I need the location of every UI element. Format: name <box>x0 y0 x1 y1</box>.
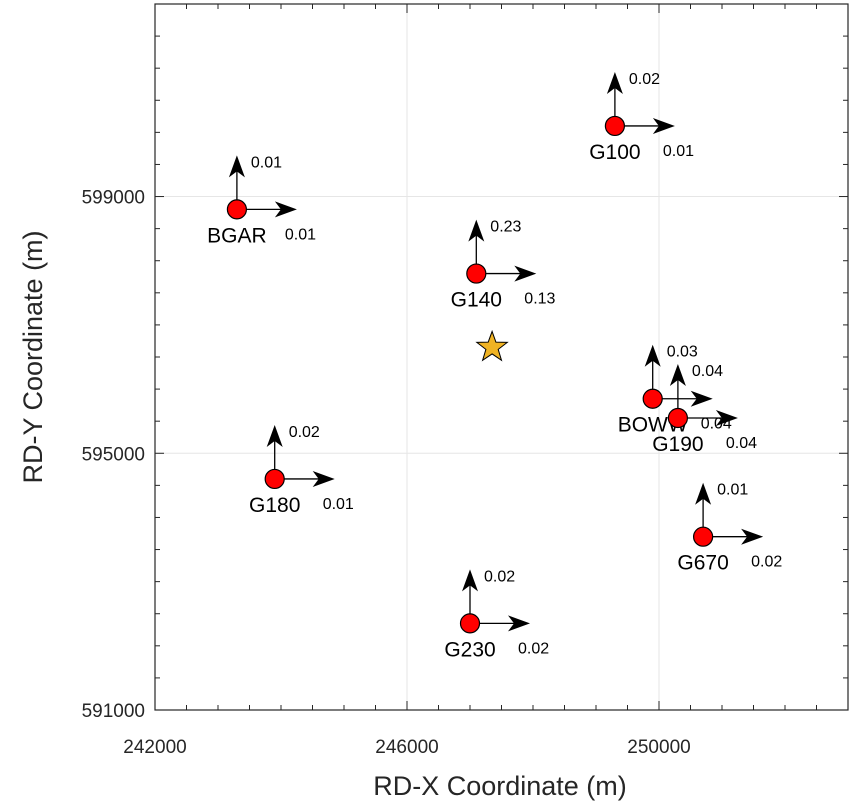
east-arrowhead <box>741 528 764 545</box>
station-marker <box>264 468 285 490</box>
plot-frame <box>154 3 849 711</box>
station-marker <box>226 199 247 220</box>
station-marker <box>642 388 663 409</box>
station-name-label: G140 <box>451 289 502 312</box>
east-value-label: 0.02 <box>751 554 782 571</box>
y-tick-label: 595000 <box>82 444 145 465</box>
east-arrowhead <box>274 201 297 218</box>
station-marker <box>459 613 481 634</box>
east-arrowhead <box>312 470 335 487</box>
east-arrowhead <box>652 117 675 134</box>
x-tick-label: 246000 <box>375 737 438 758</box>
station-marker <box>466 263 487 284</box>
east-value-label: 0.01 <box>323 496 354 513</box>
station-g670: 0.01 0.02 G670 <box>677 482 782 575</box>
station-g230: 0.02 0.02 G230 <box>444 568 549 661</box>
north-value-label: 0.02 <box>629 71 660 88</box>
east-value-label: 0.01 <box>663 143 694 160</box>
north-value-label: 0.03 <box>667 344 698 361</box>
station-marker <box>604 115 626 137</box>
station-g190: 0.04 0.04 G190 <box>652 363 757 456</box>
east-arrowhead <box>508 615 530 632</box>
north-arrowhead <box>266 424 283 447</box>
east-arrowhead <box>514 265 537 282</box>
axes: 242000 246000 250000 591000 595000 599000 <box>82 3 849 758</box>
north-value-label: 0.02 <box>289 424 320 441</box>
x-axis-label: RD-X Coordinate (m) <box>373 771 627 801</box>
y-axis-label: RD-Y Coordinate (m) <box>18 230 48 483</box>
station-name-label: G180 <box>249 494 300 517</box>
north-value-label: 0.23 <box>490 219 521 236</box>
north-value-label: 0.01 <box>717 482 748 499</box>
north-arrowhead <box>468 219 485 242</box>
station-marker <box>667 407 689 429</box>
x-tick-label: 250000 <box>627 737 690 758</box>
east-arrowhead <box>715 409 738 426</box>
grid <box>154 4 848 711</box>
north-arrowhead <box>462 569 478 592</box>
east-value-label: 0.13 <box>524 291 555 308</box>
station-marker <box>692 526 714 547</box>
station-name-label: G100 <box>589 141 640 164</box>
station-name-label: G190 <box>652 433 703 456</box>
x-tick-label: 242000 <box>123 737 186 758</box>
north-value-label: 0.01 <box>251 154 282 171</box>
station-name-label: G230 <box>444 638 495 661</box>
station-name-label: BGAR <box>207 224 267 247</box>
north-arrowhead <box>669 363 686 386</box>
north-value-label: 0.02 <box>484 568 515 585</box>
station-bgar: 0.01 0.01 BGAR <box>207 154 316 247</box>
marks: 0.02 0.01 G100 0.01 0.01 BGAR 0.23 0.13 G140 0.03… <box>207 71 782 661</box>
station-g100: 0.02 0.01 G100 <box>589 71 694 164</box>
east-value-label: 0.01 <box>285 226 316 243</box>
north-arrowhead <box>644 344 661 367</box>
east-value-label: 0.04 <box>726 435 757 452</box>
north-arrowhead <box>695 482 712 505</box>
station-name-label: G670 <box>677 552 728 575</box>
station-g140: 0.23 0.13 G140 <box>451 219 556 312</box>
north-value-label: 0.04 <box>692 363 723 380</box>
y-tick-label: 599000 <box>82 188 145 209</box>
epicenter-star <box>475 329 509 362</box>
east-arrowhead <box>690 390 713 407</box>
north-arrowhead <box>606 71 623 94</box>
station-g180: 0.02 0.01 G180 <box>249 424 354 517</box>
y-tick-label: 591000 <box>82 701 145 722</box>
east-value-label: 0.02 <box>518 640 549 657</box>
north-arrowhead <box>228 155 245 178</box>
